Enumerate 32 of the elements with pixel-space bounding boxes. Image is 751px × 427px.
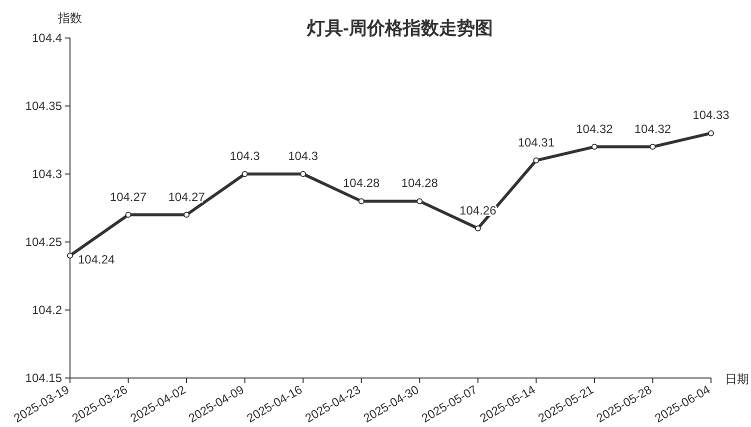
chart-title: 灯具-周价格指数走势图	[306, 18, 493, 38]
data-label: 104.28	[401, 176, 438, 190]
data-label: 104.32	[634, 122, 672, 136]
data-label: 104.28	[343, 176, 380, 190]
data-label: 104.27	[168, 190, 206, 204]
point	[416, 198, 423, 204]
point	[242, 171, 248, 177]
data-label: 104.3	[288, 149, 318, 163]
data-label: 104.32	[576, 122, 614, 136]
point	[184, 212, 190, 218]
data-label: 104.27	[110, 190, 147, 204]
y-tick-label: 104.4	[32, 31, 62, 45]
point	[300, 171, 306, 177]
y-tick-label: 104.35	[25, 99, 62, 113]
data-label: 104.33	[692, 108, 730, 122]
point	[708, 130, 714, 136]
point	[533, 157, 540, 164]
point	[474, 225, 481, 232]
data-label: 104.31	[518, 135, 555, 150]
y-tick-label: 104.15	[25, 371, 62, 385]
data-label: 104.3	[230, 149, 260, 163]
point	[650, 144, 656, 150]
y-tick-label: 104.25	[25, 235, 62, 249]
point	[125, 212, 132, 218]
y-tick-label: 104.2	[32, 303, 62, 317]
x-axis-title: 日期	[725, 372, 749, 386]
data-label: 104.24	[78, 252, 116, 267]
point	[67, 252, 73, 259]
point	[591, 144, 598, 150]
y-axis-title: 指数	[57, 11, 82, 25]
y-tick-label: 104.3	[32, 167, 62, 181]
point	[358, 198, 364, 204]
